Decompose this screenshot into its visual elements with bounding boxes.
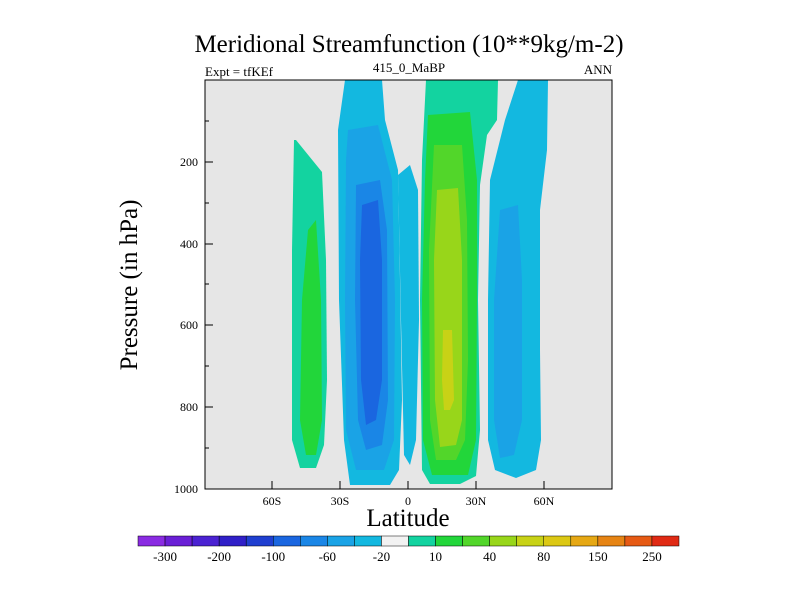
colorbar-swatch bbox=[300, 535, 328, 547]
colorbar-swatch bbox=[218, 535, 247, 547]
y-axis-title: Pressure (in hPa) bbox=[116, 200, 143, 371]
x-tick-label: 30S bbox=[331, 494, 350, 508]
colorbar-label: 80 bbox=[537, 549, 550, 564]
x-tick-label: 60N bbox=[534, 494, 555, 508]
colorbar-swatch bbox=[245, 535, 274, 547]
colorbar-label: -60 bbox=[319, 549, 336, 564]
x-tick-label: 0 bbox=[405, 494, 411, 508]
colorbar-swatch bbox=[489, 535, 517, 547]
x-ticks bbox=[271, 481, 545, 489]
colorbar-swatch bbox=[327, 535, 355, 547]
x-tick-labels: 60S 30S 0 30N 60N bbox=[263, 494, 555, 508]
y-tick-label: 600 bbox=[180, 318, 198, 332]
colorbar-swatch bbox=[651, 535, 680, 547]
colorbar-label: -100 bbox=[261, 549, 285, 564]
colorbar-label: 10 bbox=[429, 549, 442, 564]
colorbar-swatch bbox=[624, 535, 653, 547]
y-tick-label: 400 bbox=[180, 237, 198, 251]
colorbar-swatch bbox=[137, 535, 166, 547]
chart-subtitle-right: ANN bbox=[584, 62, 613, 77]
y-tick-labels: 200 400 600 800 1000 bbox=[174, 155, 198, 496]
colorbar-swatch bbox=[543, 535, 572, 547]
colorbar-label: -20 bbox=[373, 549, 390, 564]
colorbar-label: 150 bbox=[588, 549, 608, 564]
y-tick-label: 800 bbox=[180, 400, 198, 414]
colorbar-swatch bbox=[570, 535, 599, 547]
x-tick-label: 60S bbox=[263, 494, 282, 508]
colorbar-swatch bbox=[516, 535, 545, 547]
colorbar-labels: -300 -200 -100 -60 -20 10 40 80 150 250 bbox=[153, 549, 662, 564]
y-tick-label: 1000 bbox=[174, 482, 198, 496]
colorbar-label: -200 bbox=[207, 549, 231, 564]
colorbar-label: 250 bbox=[642, 549, 662, 564]
colorbar-swatch bbox=[354, 535, 382, 547]
contour-negative-north-inner bbox=[494, 205, 522, 458]
colorbar-swatch bbox=[191, 535, 220, 547]
colorbar-swatch bbox=[381, 535, 409, 547]
contour-positive-north-peak bbox=[442, 330, 454, 410]
colorbar-swatch bbox=[408, 535, 436, 547]
chart-subtitle-left: Expt = tfKEf bbox=[205, 64, 274, 79]
colorbar bbox=[137, 535, 680, 547]
contour-fill bbox=[292, 80, 548, 485]
plot-area: 200 400 600 800 1000 60S 30S 0 30N 60N bbox=[174, 79, 613, 508]
contour-negative-equator bbox=[398, 165, 419, 465]
colorbar-label: 40 bbox=[483, 549, 496, 564]
y-ticks bbox=[205, 120, 213, 449]
colorbar-swatch bbox=[164, 535, 193, 547]
x-axis-title: Latitude bbox=[366, 505, 449, 532]
colorbar-swatch bbox=[597, 535, 626, 547]
colorbar-swatch bbox=[435, 535, 463, 547]
x-tick-label: 30N bbox=[466, 494, 487, 508]
chart-subtitle-center: 415_0_MaBP bbox=[373, 60, 445, 75]
colorbar-swatch bbox=[462, 535, 490, 547]
contour-positive-north-core bbox=[434, 188, 462, 447]
y-tick-label: 200 bbox=[180, 155, 198, 169]
colorbar-swatch bbox=[273, 535, 301, 547]
chart-title: Meridional Streamfunction (10**9kg/m-2) bbox=[194, 31, 623, 58]
contour-negative-south-core bbox=[360, 200, 382, 425]
contour-positive-south-inner bbox=[300, 220, 322, 455]
colorbar-label: -300 bbox=[153, 549, 177, 564]
